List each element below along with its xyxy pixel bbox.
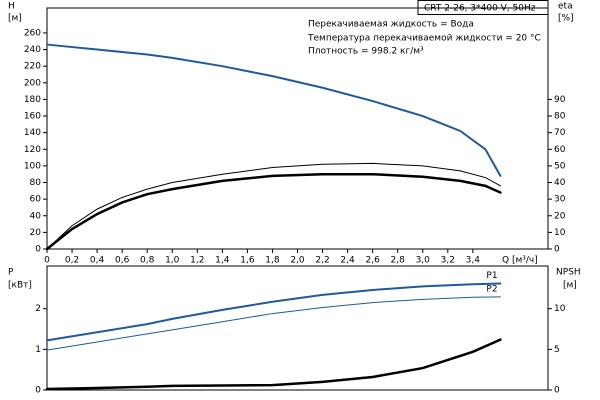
x-tick-label: 3,2 [441, 256, 455, 266]
x-tick-label: 0 [44, 256, 50, 266]
x-tick-label: 2,6 [365, 256, 380, 266]
y2-tick-label: 20 [554, 211, 566, 221]
y-tick-label: 60 [30, 195, 42, 205]
curve [45, 338, 502, 391]
y2-tick-label: 40 [554, 178, 566, 188]
x-tick-label: 0,6 [115, 256, 130, 266]
y2-tick-label: 30 [554, 195, 566, 205]
y-axis-unit: [кВт] [8, 281, 32, 291]
series-label: P2 [486, 284, 497, 294]
y-tick-label: 120 [24, 145, 41, 155]
annotation: Температура перекачиваемой жидкости = 20… [307, 34, 541, 44]
y-axis-unit: [м] [8, 14, 22, 24]
x-tick-label: 0,4 [90, 256, 105, 266]
annotation: Плотность = 998.2 кг/м³ [308, 47, 424, 57]
y2-tick-label: 90 [554, 95, 566, 105]
plot-frame [46, 7, 549, 250]
y2-tick-label: 80 [554, 112, 566, 122]
y2-tick-label: 10 [554, 304, 566, 314]
x-tick-label: 2,2 [315, 256, 329, 266]
curve [46, 296, 501, 351]
y-tick-label: 20 [30, 228, 42, 238]
y2-tick-label: 0 [554, 386, 560, 396]
y-tick-label: 220 [24, 62, 41, 72]
plot-frame [46, 265, 549, 391]
x-tick-label: 0,2 [65, 256, 79, 266]
x-tick-label: 2,4 [340, 256, 355, 266]
y2-axis-label: eta [558, 2, 573, 12]
x-axis-label: Q [м³/ч] [502, 256, 538, 266]
y-tick-label: 180 [24, 95, 41, 105]
y2-tick-label: 0 [554, 245, 560, 255]
x-tick-label: 2,8 [391, 256, 406, 266]
x-tick-label: 1,0 [165, 256, 180, 266]
x-tick-label: 3,4 [466, 256, 481, 266]
y2-axis-label: NPSH [556, 268, 581, 278]
y2-tick-label: 10 [554, 228, 566, 238]
y-axis-label: H [8, 2, 15, 12]
y-tick-label: 160 [24, 112, 41, 122]
y-axis-label: P [8, 268, 14, 278]
y2-axis-unit: [м] [563, 281, 577, 291]
y-tick-label: 140 [24, 128, 41, 138]
x-tick-label: 1,2 [190, 256, 204, 266]
x-tick-label: 3,0 [416, 256, 431, 266]
curve [46, 43, 502, 177]
annotation: Перекачиваемая жидкость = Вода [308, 20, 474, 30]
y-tick-label: 1 [35, 345, 41, 355]
y-tick-label: 100 [24, 161, 41, 171]
curve [46, 162, 501, 250]
y2-tick-label: 5 [554, 345, 560, 355]
y-tick-label: 40 [30, 211, 42, 221]
curve [46, 282, 502, 342]
curve [45, 172, 502, 251]
y2-tick-label: 70 [554, 128, 566, 138]
x-tick-label: 1,8 [265, 256, 280, 266]
y-tick-label: 0 [35, 386, 41, 396]
x-tick-label: 2,0 [290, 256, 305, 266]
y2-tick-label: 60 [554, 145, 566, 155]
y-tick-label: 2 [35, 304, 41, 314]
y-tick-label: 200 [24, 78, 41, 88]
x-tick-label: 1,4 [215, 256, 230, 266]
y2-tick-label: 50 [554, 161, 566, 171]
y-tick-label: 80 [30, 178, 42, 188]
x-tick-label: 1,6 [240, 256, 255, 266]
y-tick-label: 260 [24, 28, 41, 38]
y-tick-label: 0 [35, 245, 41, 255]
y2-axis-unit: [%] [558, 14, 574, 24]
y-tick-label: 240 [24, 45, 41, 55]
x-tick-label: 0,8 [140, 256, 155, 266]
series-label: P1 [486, 271, 497, 281]
